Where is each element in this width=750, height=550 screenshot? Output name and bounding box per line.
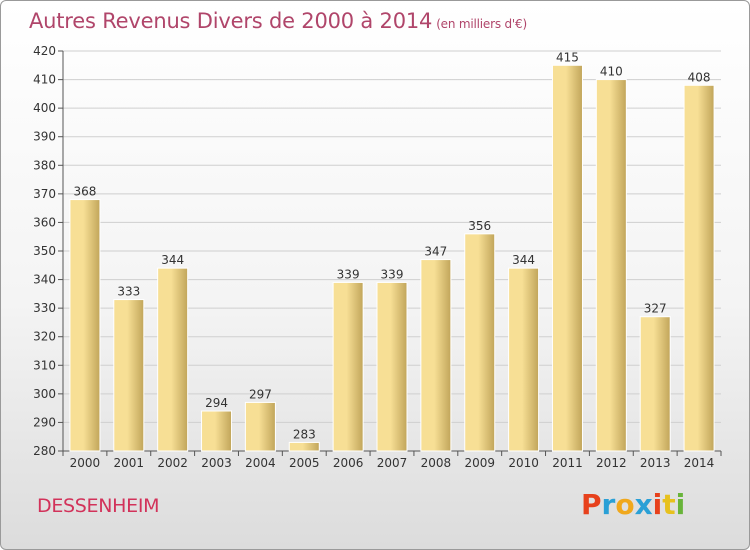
x-tick-label: 2012 [596, 456, 627, 470]
data-label: 283 [293, 427, 316, 441]
y-tick-label: 310 [33, 358, 56, 372]
bar [157, 267, 189, 452]
x-tick-label: 2011 [552, 456, 583, 470]
data-label: 333 [117, 285, 140, 299]
chart-subtitle: (en milliers d'€) [436, 17, 527, 31]
y-tick-label: 420 [33, 44, 56, 58]
data-label: 294 [205, 396, 228, 410]
bar [639, 316, 671, 452]
bar [201, 410, 233, 452]
x-tick-label: 2003 [201, 456, 232, 470]
chart-title-text: Autres Revenus Divers de 2000 à 2014 [29, 9, 433, 33]
data-label: 297 [249, 387, 272, 401]
y-tick-label: 360 [33, 215, 56, 229]
y-tick-label: 320 [33, 330, 56, 344]
bar [332, 281, 364, 452]
y-tick-label: 300 [33, 387, 56, 401]
logo-letter: P [581, 488, 602, 521]
y-tick-label: 340 [33, 273, 56, 287]
data-label: 408 [688, 70, 711, 84]
bar [288, 441, 320, 452]
data-label: 356 [468, 219, 491, 233]
x-tick-label: 2001 [114, 456, 145, 470]
chart-title: Autres Revenus Divers de 2000 à 2014 (en … [29, 9, 527, 33]
y-tick-label: 380 [33, 158, 56, 172]
y-tick-label: 410 [33, 73, 56, 87]
data-label: 327 [644, 302, 667, 316]
data-labels: 368 333 344 294 297 283 339 339 347 356 344 415 410 3… [73, 50, 710, 441]
data-label: 347 [424, 245, 447, 259]
data-label: 339 [337, 267, 360, 281]
logo-letter: t [662, 488, 676, 521]
bars [69, 64, 715, 452]
y-tick-label: 280 [33, 444, 56, 458]
y-tick-label: 400 [33, 101, 56, 115]
logo-letter: r [601, 488, 616, 521]
y-tick-label: 350 [33, 244, 56, 258]
data-label: 415 [556, 50, 579, 64]
x-tick-label: 2013 [640, 456, 671, 470]
data-label: 339 [381, 267, 404, 281]
x-tick-label: 2014 [684, 456, 715, 470]
x-tick-label: 2008 [421, 456, 452, 470]
x-tick-label: 2002 [157, 456, 188, 470]
logo-letter: o [615, 488, 635, 521]
bar [376, 281, 408, 452]
x-tick-label: 2004 [245, 456, 276, 470]
data-label: 368 [73, 185, 96, 199]
y-tick-label: 290 [33, 415, 56, 429]
x-tick-label: 2010 [508, 456, 539, 470]
x-tick-label: 2006 [333, 456, 364, 470]
y-tick-label: 370 [33, 187, 56, 201]
data-label: 410 [600, 65, 623, 79]
bar [595, 79, 627, 452]
x-tick-label: 2005 [289, 456, 320, 470]
bar [69, 199, 101, 452]
bar [113, 299, 145, 452]
logo-letter: i [652, 488, 663, 521]
bar [464, 233, 496, 452]
city-name: DESSENHEIM [37, 495, 160, 517]
x-tick-label: 2009 [464, 456, 495, 470]
logo-letter: x [634, 488, 653, 521]
data-label: 344 [512, 253, 535, 267]
bar [244, 401, 276, 452]
bar [420, 259, 452, 452]
x-tick-label: 2007 [377, 456, 408, 470]
logo-letter: i [675, 488, 686, 521]
x-tick-label: 2000 [70, 456, 101, 470]
bar [683, 84, 715, 452]
y-tick-label: 390 [33, 130, 56, 144]
y-tick-label: 330 [33, 301, 56, 315]
bar [508, 267, 540, 452]
proxiti-logo: Proxiti [581, 488, 685, 521]
data-label: 344 [161, 253, 184, 267]
bar [551, 64, 583, 452]
axes: 280 290 300 310 320 330 340 350 360 370 380 390 400 4… [33, 44, 722, 470]
